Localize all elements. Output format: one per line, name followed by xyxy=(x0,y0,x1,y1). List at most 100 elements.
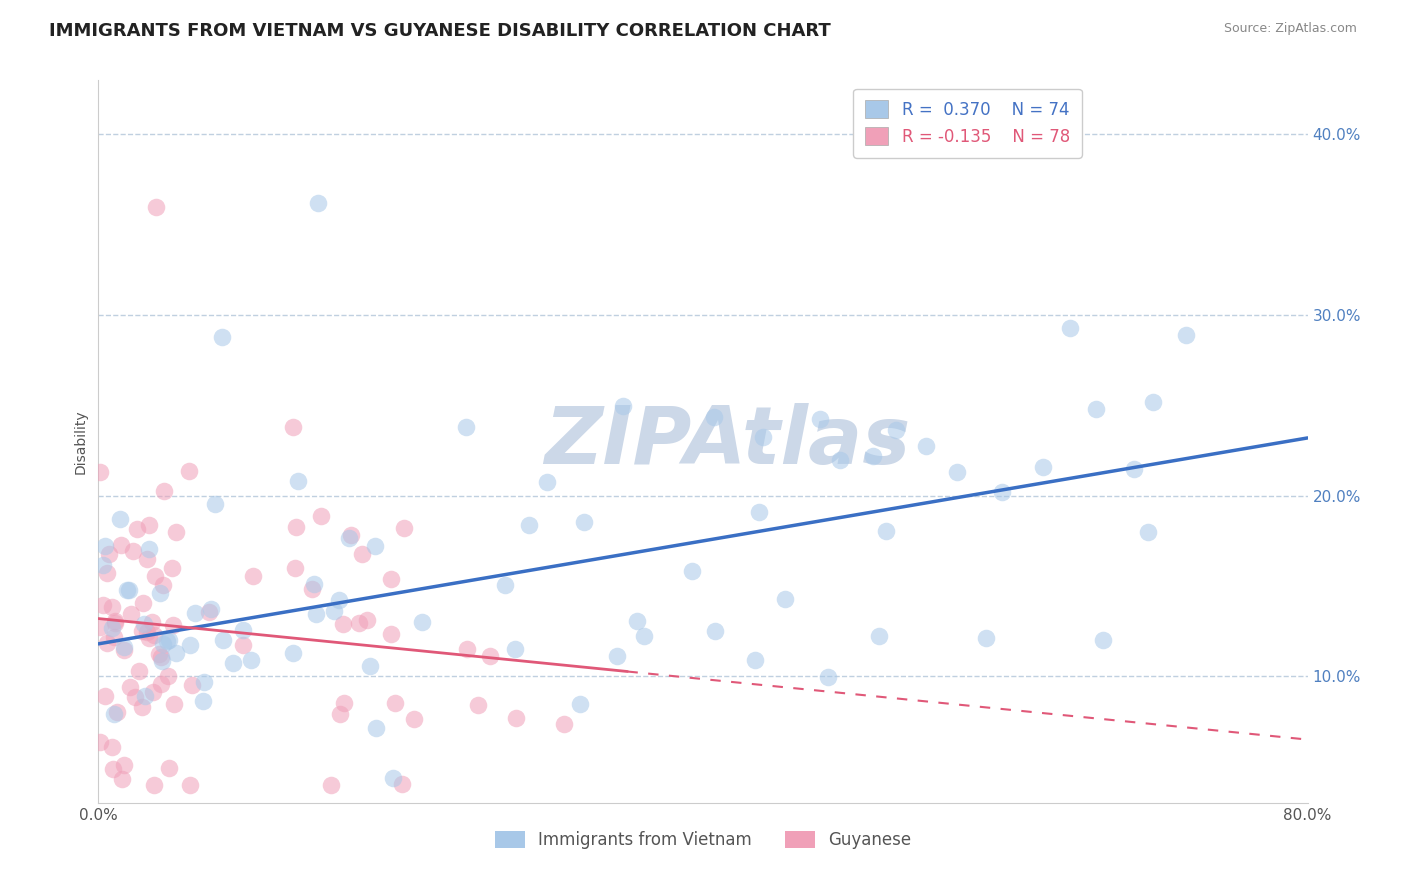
Point xyxy=(101,739,124,754)
Point xyxy=(150,677,173,691)
Point xyxy=(612,400,634,414)
Point xyxy=(283,420,305,434)
Point xyxy=(200,602,222,616)
Point xyxy=(94,689,117,703)
Point xyxy=(157,669,180,683)
Point xyxy=(364,539,387,553)
Point xyxy=(633,629,655,643)
Point xyxy=(125,523,148,537)
Point xyxy=(191,694,214,708)
Point xyxy=(160,561,183,575)
Point xyxy=(1137,525,1160,540)
Point xyxy=(132,596,155,610)
Point xyxy=(309,509,332,524)
Point xyxy=(145,200,167,214)
Text: Source: ZipAtlas.com: Source: ZipAtlas.com xyxy=(1223,22,1357,36)
Point xyxy=(232,623,254,637)
Point xyxy=(382,771,405,785)
Point xyxy=(681,565,703,579)
Point xyxy=(91,598,114,612)
Point xyxy=(103,706,125,721)
Point xyxy=(287,474,309,488)
Point xyxy=(884,423,907,437)
Point xyxy=(89,465,111,479)
Point xyxy=(96,636,118,650)
Point xyxy=(1059,321,1081,335)
Point xyxy=(134,616,156,631)
Point xyxy=(517,517,540,532)
Point xyxy=(152,637,174,651)
Point xyxy=(323,604,346,618)
Point xyxy=(553,717,575,731)
Point xyxy=(828,453,851,467)
Point xyxy=(138,631,160,645)
Point xyxy=(350,547,373,561)
Point xyxy=(536,475,558,489)
Point xyxy=(914,439,936,453)
Point xyxy=(118,680,141,694)
Point xyxy=(456,420,478,434)
Point xyxy=(135,552,157,566)
Point xyxy=(751,430,773,444)
Point xyxy=(142,685,165,699)
Point xyxy=(284,520,307,534)
Point xyxy=(332,617,354,632)
Point xyxy=(242,569,264,583)
Point xyxy=(704,624,727,638)
Point xyxy=(134,689,156,703)
Point xyxy=(150,649,173,664)
Point xyxy=(339,528,361,542)
Point xyxy=(148,648,170,662)
Point xyxy=(328,593,350,607)
Point xyxy=(380,572,402,586)
Point xyxy=(104,614,127,628)
Point xyxy=(141,615,163,629)
Point xyxy=(239,653,262,667)
Point xyxy=(179,778,201,792)
Point xyxy=(152,577,174,591)
Point xyxy=(89,620,111,634)
Point xyxy=(456,642,478,657)
Point xyxy=(150,655,173,669)
Point xyxy=(626,614,648,628)
Point xyxy=(301,582,323,597)
Point xyxy=(156,633,179,648)
Point xyxy=(307,196,329,211)
Point xyxy=(128,664,150,678)
Point xyxy=(204,497,226,511)
Point xyxy=(197,605,219,619)
Point xyxy=(333,696,356,710)
Point xyxy=(165,524,187,539)
Point xyxy=(1085,402,1108,417)
Point xyxy=(118,582,141,597)
Point xyxy=(131,700,153,714)
Point xyxy=(568,697,591,711)
Point xyxy=(494,578,516,592)
Point xyxy=(748,504,770,518)
Point xyxy=(138,518,160,533)
Point xyxy=(103,630,125,644)
Point xyxy=(380,627,402,641)
Point xyxy=(479,649,502,664)
Point xyxy=(505,711,527,725)
Point xyxy=(184,606,207,620)
Point xyxy=(96,566,118,581)
Point xyxy=(149,586,172,600)
Point xyxy=(124,690,146,704)
Point xyxy=(875,524,897,539)
Point xyxy=(179,639,201,653)
Point xyxy=(211,330,233,344)
Point xyxy=(138,541,160,556)
Point xyxy=(467,698,489,712)
Point xyxy=(120,607,142,621)
Point xyxy=(744,653,766,667)
Point xyxy=(329,706,352,721)
Point xyxy=(112,640,135,655)
Point xyxy=(105,705,128,719)
Point xyxy=(991,485,1014,500)
Point xyxy=(136,624,159,639)
Point xyxy=(359,658,381,673)
Point xyxy=(153,483,176,498)
Point xyxy=(131,624,153,638)
Point xyxy=(157,761,180,775)
